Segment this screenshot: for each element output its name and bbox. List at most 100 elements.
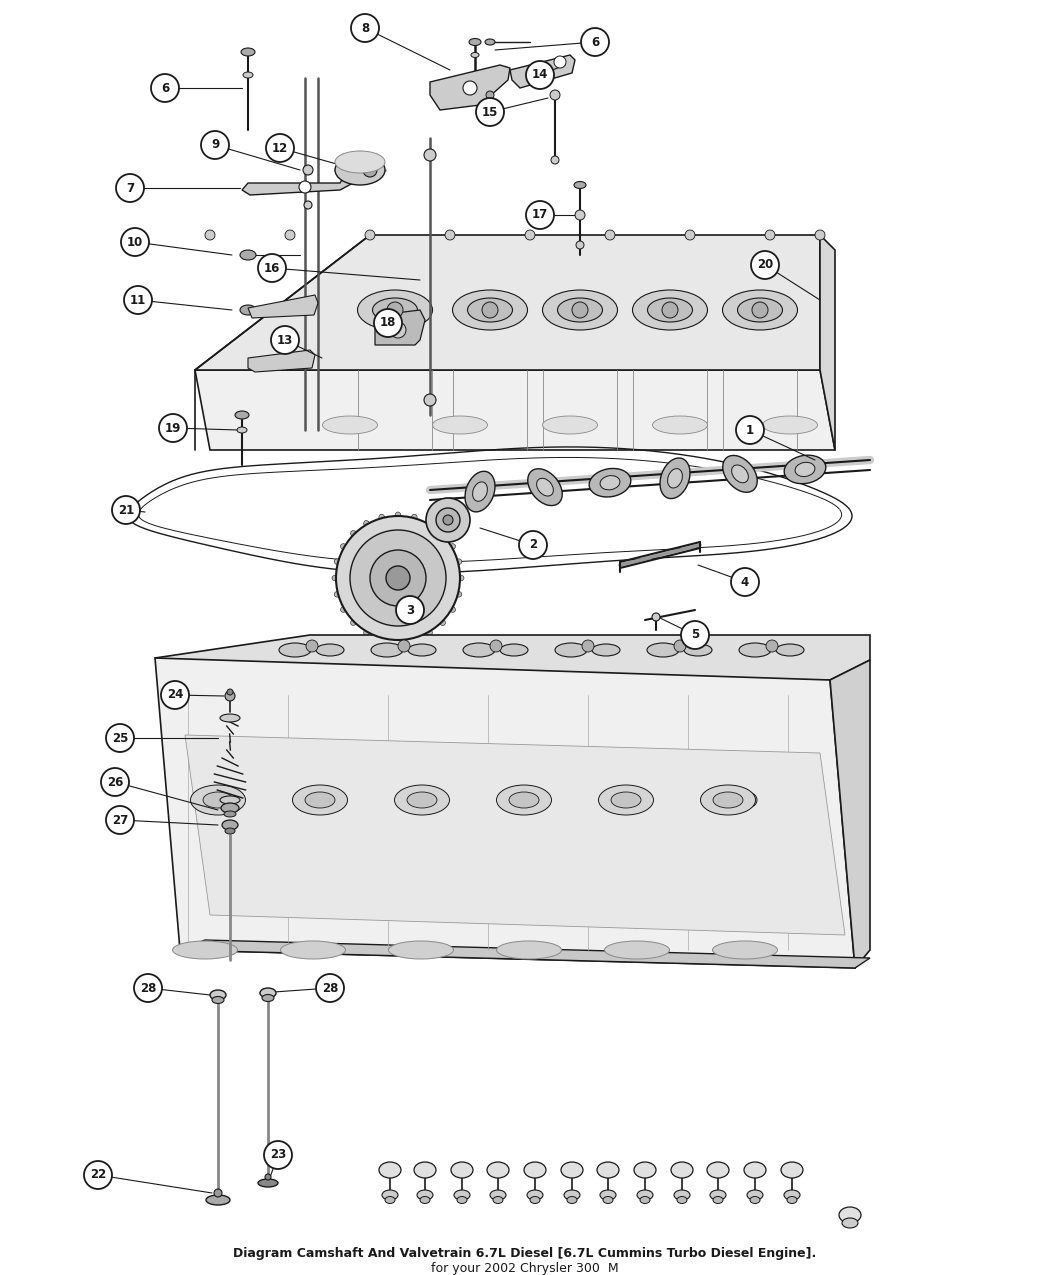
Ellipse shape [340, 543, 349, 551]
Ellipse shape [750, 1196, 760, 1204]
Ellipse shape [332, 575, 340, 581]
Ellipse shape [564, 1190, 580, 1200]
Ellipse shape [465, 472, 495, 511]
Ellipse shape [304, 792, 335, 808]
Ellipse shape [210, 989, 226, 1000]
Circle shape [390, 323, 406, 338]
Ellipse shape [448, 543, 456, 551]
Circle shape [201, 131, 229, 159]
Ellipse shape [373, 298, 418, 323]
Ellipse shape [603, 1196, 613, 1204]
Ellipse shape [457, 1196, 467, 1204]
Ellipse shape [467, 298, 512, 323]
Ellipse shape [647, 643, 679, 657]
Ellipse shape [240, 250, 256, 260]
Circle shape [426, 499, 470, 542]
Circle shape [374, 309, 402, 337]
Ellipse shape [395, 513, 401, 520]
Ellipse shape [660, 458, 690, 499]
Ellipse shape [795, 463, 815, 477]
Ellipse shape [677, 1196, 687, 1204]
Ellipse shape [293, 785, 348, 815]
Circle shape [303, 164, 313, 175]
Circle shape [476, 98, 504, 126]
Ellipse shape [543, 416, 597, 434]
Circle shape [445, 230, 455, 240]
Ellipse shape [335, 150, 385, 173]
Ellipse shape [334, 592, 342, 597]
Ellipse shape [351, 618, 358, 625]
Circle shape [522, 788, 546, 812]
Circle shape [519, 530, 547, 558]
Ellipse shape [637, 1190, 653, 1200]
Ellipse shape [316, 644, 344, 657]
Ellipse shape [497, 941, 562, 959]
Ellipse shape [671, 1162, 693, 1178]
Ellipse shape [674, 1190, 690, 1200]
Text: 1: 1 [746, 423, 754, 436]
Circle shape [490, 640, 502, 652]
Ellipse shape [438, 530, 445, 538]
Circle shape [550, 91, 560, 99]
Circle shape [316, 974, 344, 1002]
Ellipse shape [388, 941, 454, 959]
Circle shape [351, 14, 379, 42]
Ellipse shape [648, 298, 693, 323]
Ellipse shape [379, 514, 385, 521]
Ellipse shape [242, 48, 255, 56]
Ellipse shape [237, 427, 247, 434]
Ellipse shape [454, 592, 462, 597]
Ellipse shape [561, 1162, 583, 1178]
Ellipse shape [509, 792, 539, 808]
Ellipse shape [260, 988, 276, 998]
Ellipse shape [222, 820, 238, 830]
Ellipse shape [454, 558, 462, 565]
Ellipse shape [258, 1179, 278, 1187]
Ellipse shape [438, 618, 445, 625]
Circle shape [365, 230, 375, 240]
Circle shape [582, 640, 594, 652]
Text: 27: 27 [112, 813, 128, 826]
Ellipse shape [490, 1190, 506, 1200]
Ellipse shape [454, 1190, 470, 1200]
Ellipse shape [172, 941, 237, 959]
Ellipse shape [555, 643, 587, 657]
Ellipse shape [340, 606, 349, 612]
Ellipse shape [407, 792, 437, 808]
Ellipse shape [528, 469, 562, 506]
Circle shape [681, 621, 709, 649]
Polygon shape [195, 235, 820, 370]
Circle shape [424, 149, 436, 161]
Text: 15: 15 [482, 106, 498, 119]
Circle shape [363, 163, 377, 177]
Ellipse shape [395, 636, 401, 644]
Circle shape [551, 156, 559, 164]
Ellipse shape [240, 305, 256, 315]
Text: 5: 5 [691, 629, 699, 641]
Text: 28: 28 [140, 982, 156, 994]
Text: 23: 23 [270, 1149, 286, 1162]
Text: 8: 8 [361, 22, 370, 34]
Circle shape [652, 613, 660, 621]
Text: 2: 2 [529, 538, 537, 552]
Ellipse shape [500, 644, 528, 657]
Ellipse shape [279, 643, 311, 657]
Ellipse shape [784, 1190, 800, 1200]
Ellipse shape [652, 416, 708, 434]
Circle shape [463, 82, 477, 96]
Circle shape [265, 1174, 271, 1179]
Circle shape [203, 793, 217, 807]
Circle shape [264, 1141, 292, 1169]
Circle shape [731, 567, 759, 595]
Ellipse shape [640, 1196, 650, 1204]
Polygon shape [430, 65, 510, 110]
Ellipse shape [839, 1207, 861, 1223]
Circle shape [306, 640, 318, 652]
Circle shape [751, 251, 779, 279]
Ellipse shape [710, 1190, 726, 1200]
Text: 12: 12 [272, 142, 288, 154]
Circle shape [225, 691, 235, 701]
Circle shape [662, 302, 678, 317]
Ellipse shape [668, 469, 682, 488]
Ellipse shape [600, 1190, 616, 1200]
